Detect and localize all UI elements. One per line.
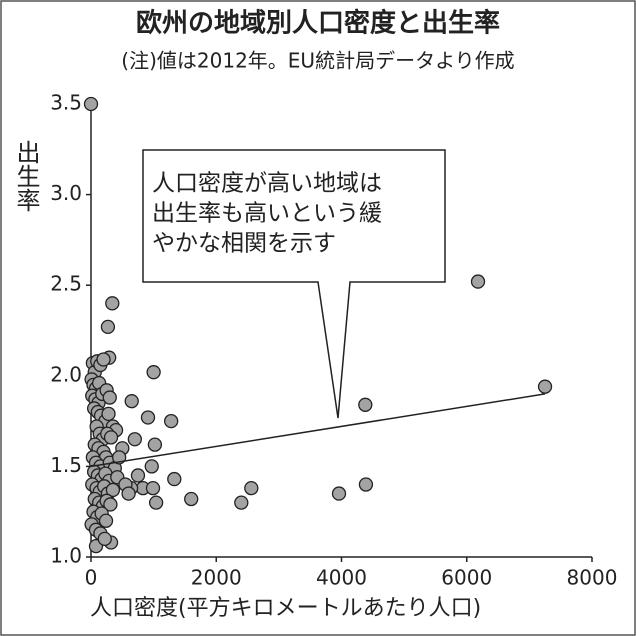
- point: [100, 319, 116, 335]
- point: [112, 450, 127, 465]
- point: [167, 471, 182, 487]
- point: [470, 274, 486, 289]
- annotation-line: 出生率も高いという緩: [152, 201, 382, 227]
- plot-area: 1.0 1.5 2.0 2.5 3.0 3.5 0 2000 4000 6000 8000: [50, 91, 617, 590]
- point: [102, 390, 117, 405]
- point: [331, 486, 347, 501]
- y-tick-label: 2.0: [50, 362, 82, 386]
- point: [130, 468, 146, 483]
- annotation-line: やかな相関を示す: [152, 231, 336, 257]
- chart-subtitle: (注)値は2012年。EU統計局データより作成: [121, 49, 514, 73]
- annotation-line: 人口密度が高い地域は: [152, 171, 382, 197]
- x-tick-label: 2000: [191, 566, 242, 590]
- y-tick-label: 1.0: [50, 544, 82, 568]
- point: [145, 480, 161, 496]
- point: [146, 365, 161, 380]
- y-tick-label: 3.0: [50, 181, 82, 205]
- point: [101, 406, 116, 422]
- point: [358, 397, 373, 412]
- point: [105, 482, 121, 498]
- point: [98, 513, 114, 528]
- point: [164, 413, 179, 429]
- point: [358, 477, 374, 492]
- y-tick-label: 1.5: [50, 453, 82, 477]
- point: [103, 497, 118, 512]
- point: [147, 437, 163, 452]
- point: [96, 352, 111, 367]
- x-tick-label: 0: [85, 566, 98, 590]
- x-tick-label: 4000: [316, 566, 367, 590]
- callout: 人口密度が高い地域は 出生率も高いという緩 やかな相関を示す: [142, 149, 446, 419]
- x-axis-label: 人口密度(平方キロメートルあたり人口): [90, 596, 481, 621]
- chart-title: 欧州の地域別人口密度と出生率: [136, 8, 500, 39]
- point: [148, 495, 164, 510]
- point: [83, 96, 99, 112]
- point: [103, 430, 119, 445]
- point: [234, 495, 249, 510]
- point: [244, 480, 259, 496]
- point: [184, 491, 199, 507]
- x-tick-label: 8000: [567, 566, 618, 590]
- x-tick-label: 6000: [441, 566, 492, 590]
- point: [127, 432, 142, 447]
- point: [140, 410, 156, 425]
- point: [144, 459, 159, 474]
- y-axis-label: 出生率: [12, 140, 40, 212]
- y-tick-label: 3.5: [50, 91, 82, 115]
- point: [97, 531, 112, 547]
- callout-box: [142, 149, 446, 419]
- trend-line: [90, 393, 546, 468]
- point: [121, 486, 136, 501]
- point: [124, 394, 139, 409]
- point: [105, 296, 120, 311]
- y-tick-label: 2.5: [50, 272, 82, 296]
- point: [537, 379, 553, 394]
